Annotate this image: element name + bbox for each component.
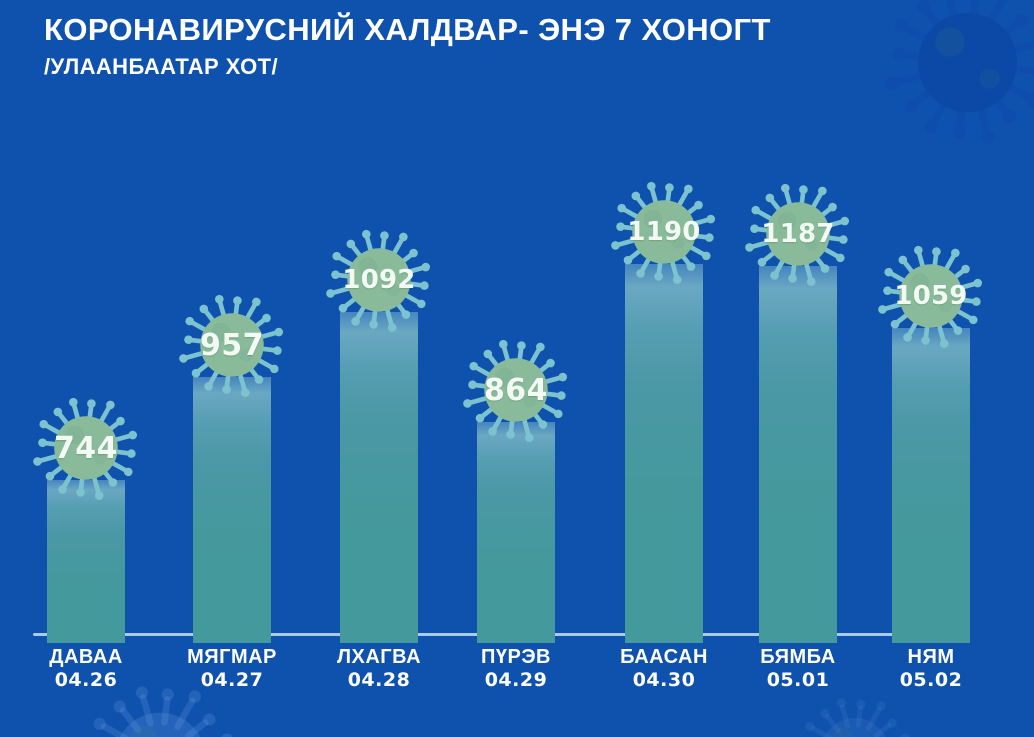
bar <box>625 264 703 643</box>
day-label: БЯМБА <box>760 646 836 668</box>
bar <box>892 328 970 643</box>
bar <box>759 266 837 643</box>
bar <box>340 312 418 643</box>
day-label: БААСАН <box>620 646 708 668</box>
virus-icon: 1092 <box>323 224 435 336</box>
virus-icon: 1059 <box>875 240 987 352</box>
virus-icon: 1187 <box>742 178 854 290</box>
virus-icon: 744 <box>30 392 142 504</box>
date-label: 05.02 <box>899 669 963 691</box>
page-subtitle: /УЛААНБААТАР ХОТ/ <box>44 54 279 79</box>
date-label: 04.29 <box>484 669 548 691</box>
x-axis-label: БЯМБА 05.01 <box>728 646 868 692</box>
date-label: 05.01 <box>766 669 830 691</box>
date-label: 04.26 <box>54 669 118 691</box>
day-label: ДАВАА <box>49 646 123 668</box>
bar <box>193 377 271 643</box>
x-axis-label: БААСАН 04.30 <box>594 646 734 692</box>
bar-value-label: 864 <box>483 372 549 408</box>
date-label: 04.30 <box>632 669 696 691</box>
x-axis-label: МЯГМАР 04.27 <box>162 646 302 692</box>
date-label: 04.27 <box>200 669 264 691</box>
date-label: 04.28 <box>347 669 411 691</box>
page-title: КОРОНАВИРУСНИЙ ХАЛДВАР- ЭНЭ 7 ХОНОГТ <box>44 12 771 47</box>
bar-value-label: 1187 <box>761 219 835 249</box>
bar <box>47 480 125 643</box>
bar-value-label: 1059 <box>894 281 968 311</box>
bar-value-label: 744 <box>53 430 119 466</box>
x-axis-label: НЯМ 05.02 <box>861 646 1001 692</box>
bar-value-label: 1092 <box>342 265 416 295</box>
bar-value-label: 1190 <box>627 217 701 247</box>
x-axis-label: ДАВАА 04.26 <box>16 646 156 692</box>
bar <box>477 422 555 643</box>
x-axis-label: ЛХАГВА 04.28 <box>309 646 449 692</box>
virus-icon: 957 <box>176 289 288 401</box>
bar-value-label: 957 <box>199 327 265 363</box>
day-label: НЯМ <box>907 646 955 668</box>
virus-icon: 1190 <box>608 176 720 288</box>
day-label: ПҮРЭВ <box>480 646 551 668</box>
day-label: МЯГМАР <box>187 646 277 668</box>
virus-icon: 864 <box>460 334 572 446</box>
x-axis-label: ПҮРЭВ 04.29 <box>446 646 586 692</box>
day-label: ЛХАГВА <box>336 646 422 668</box>
